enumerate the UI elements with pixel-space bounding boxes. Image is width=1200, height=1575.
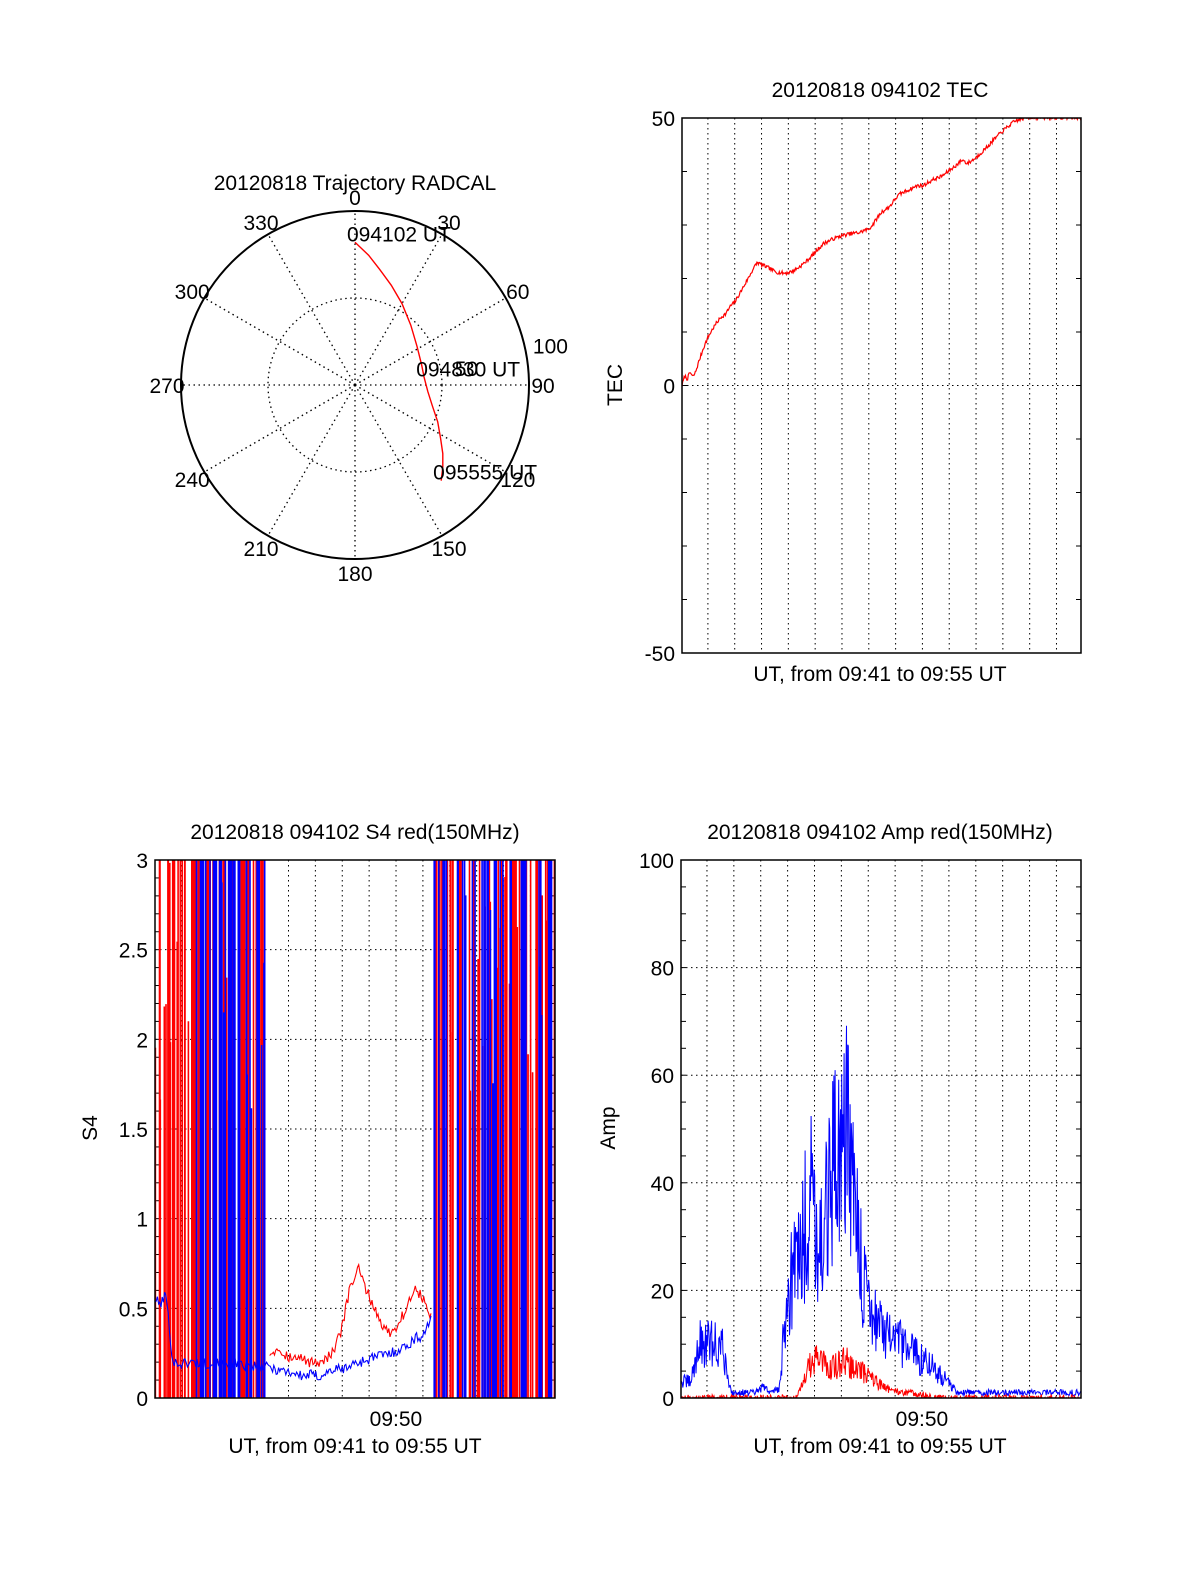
polar-azimuth-label: 30: [437, 212, 460, 235]
series-layer: [682, 118, 1081, 387]
s4-plot-area: 0 0.5 1 1.5 2 2.5 3 09:50: [119, 850, 556, 1431]
polar-azimuth-label: 150: [431, 538, 466, 561]
s4-blue-saturated-spikes: [433, 860, 553, 1398]
polar-azimuth-label: 120: [500, 469, 535, 492]
y-tick-label: 60: [651, 1065, 674, 1088]
amp-ylabel: Amp: [597, 1106, 620, 1149]
amp-red-series-line: [681, 1345, 1081, 1398]
series-layer: [681, 1025, 1081, 1398]
polar-time-annotations: 094102 UT 094830 UT 095555 UT: [347, 223, 537, 484]
y-tick-label: 0: [663, 376, 675, 399]
tec-title: 20120818 094102 TEC: [772, 79, 989, 102]
polar-azimuth-label: 300: [175, 281, 210, 304]
polar-time-annotation: 095555 UT: [433, 462, 537, 485]
polar-trajectory-line: [354, 241, 444, 481]
y-tick-label: 0: [662, 1388, 674, 1411]
s4-red-series-line: [269, 1262, 432, 1368]
plot-frame: [680, 859, 1082, 1399]
polar-outer-circle: [180, 210, 530, 560]
y-tick-label: 40: [651, 1173, 674, 1196]
y-tick-label: 2.5: [119, 940, 148, 963]
polar-azimuth-label: 0: [349, 187, 361, 210]
polar-spoke: [354, 384, 507, 473]
amp-blue-series-line: [681, 1025, 1081, 1398]
amp-title: 20120818 094102 Amp red(150MHz): [707, 821, 1053, 844]
polar-time-annotation: 094830 UT: [416, 359, 520, 382]
polar-azimuth-label: 60: [506, 281, 529, 304]
plot-frame: [681, 117, 1082, 654]
s4-blue-saturated-spikes: [195, 860, 266, 1398]
y-tick-label: 2: [136, 1029, 148, 1052]
y-tick-label: 0: [136, 1388, 148, 1411]
y-tick-label: 50: [652, 108, 675, 131]
trajectory-polar-panel: 20120818 Trajectory RADCAL 0 30 60 90 120 150…: [149, 172, 568, 586]
polar-azimuth-label: 330: [243, 212, 278, 235]
polar-azimuth-labels: 0 30 60 90 120 150 180 210 240 270 300 330: [149, 187, 554, 586]
tec-plot-area: -50 0 50: [645, 108, 1082, 666]
tec-panel: 20120818 094102 TEC -50 0 50 UT, from 09:4…: [604, 79, 1082, 686]
polar-azimuth-label: 180: [337, 563, 372, 586]
tec-xlabel: UT, from 09:41 to 09:55 UT: [753, 663, 1006, 686]
polar-spoke: [267, 384, 356, 537]
y-tick-label: 80: [651, 958, 674, 981]
polar-spoke: [354, 384, 443, 537]
tec-ylabel: TEC: [604, 364, 627, 406]
polar-grid: [180, 210, 530, 560]
y-tick-label: 1.5: [119, 1119, 148, 1142]
amp-panel: 20120818 094102 Amp red(150MHz) 0 20 40 60 8…: [597, 821, 1082, 1458]
y-tick-label: 1: [136, 1209, 148, 1232]
s4-xlabel: UT, from 09:41 to 09:55 UT: [228, 1435, 481, 1458]
polar-spoke: [267, 233, 356, 386]
amp-xlabel: UT, from 09:41 to 09:55 UT: [753, 1435, 1006, 1458]
polar-time-annotation: 094102 UT: [347, 223, 451, 246]
y-tick-label: -50: [645, 643, 675, 666]
x-tick-label: 09:50: [896, 1408, 949, 1431]
tec-series-line: [682, 118, 1081, 387]
polar-spoke: [354, 233, 443, 386]
s4-panel: 20120818 094102 S4 red(150MHz) 0 0.5 1 1.5 2…: [79, 821, 556, 1458]
polar-inner-circle: [267, 297, 443, 473]
polar-azimuth-label: 240: [175, 469, 210, 492]
polar-radial-label: 50: [455, 358, 478, 381]
s4-blue-series-line: [155, 1291, 432, 1381]
amp-plot-area: 0 20 40 60 80 100 09:50: [639, 850, 1082, 1431]
plot-frame: [154, 859, 556, 1399]
polar-spoke: [203, 384, 356, 473]
polar-azimuth-label: 270: [149, 375, 184, 398]
y-tick-label: 100: [639, 850, 674, 873]
x-tick-label: 09:50: [370, 1408, 423, 1431]
polar-radial-labels: 50 100: [455, 335, 568, 381]
y-tick-label: 20: [651, 1280, 674, 1303]
y-tick-label: 3: [136, 850, 148, 873]
polar-trajectory-series: [354, 241, 444, 481]
polar-spoke: [203, 297, 356, 386]
y-tick-label: 0.5: [119, 1298, 148, 1321]
polar-azimuth-label: 90: [531, 375, 554, 398]
s4-ylabel: S4: [79, 1115, 102, 1141]
polar-title: 20120818 Trajectory RADCAL: [214, 172, 497, 195]
s4-title: 20120818 094102 S4 red(150MHz): [190, 821, 519, 844]
polar-radial-label: 100: [533, 335, 568, 358]
polar-azimuth-label: 210: [243, 538, 278, 561]
polar-spoke: [354, 297, 507, 386]
